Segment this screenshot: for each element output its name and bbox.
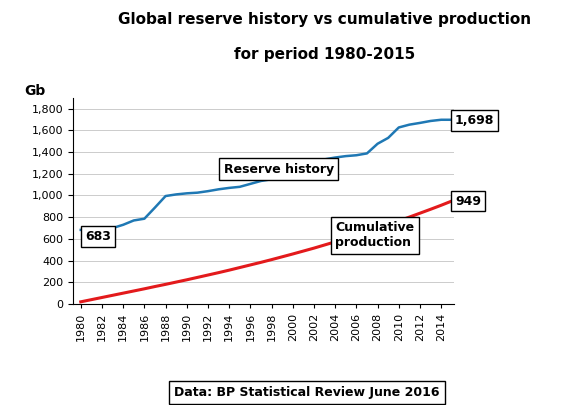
Text: for period 1980-2015: for period 1980-2015 <box>233 47 415 62</box>
Text: Reserve history: Reserve history <box>224 163 334 176</box>
Text: Data: BP Statistical Review June 2016: Data: BP Statistical Review June 2016 <box>174 386 439 399</box>
Text: Global reserve history vs cumulative production: Global reserve history vs cumulative pro… <box>118 12 531 27</box>
Text: Cumulative
production: Cumulative production <box>335 222 415 249</box>
Text: 683: 683 <box>85 230 111 243</box>
Text: 949: 949 <box>455 195 481 208</box>
Text: 1,698: 1,698 <box>455 114 494 127</box>
Text: Gb: Gb <box>24 84 45 98</box>
